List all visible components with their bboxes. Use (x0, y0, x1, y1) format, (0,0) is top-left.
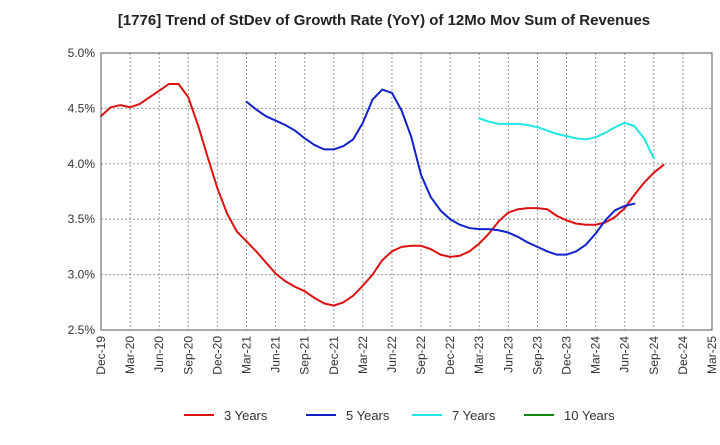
series-line-5-years (245, 88, 636, 256)
x-tick-label: Jun-21 (269, 336, 283, 373)
x-tick-label: Mar-20 (123, 336, 137, 374)
x-tick-label: Sep-24 (647, 336, 661, 375)
legend: 3 Years 5 Years 7 Years 10 Years (184, 408, 615, 423)
x-tick-label: Mar-25 (705, 336, 719, 374)
x-tick-label: Dec-20 (210, 336, 224, 375)
plot-frame (100, 52, 713, 331)
x-tick-label: Dec-19 (94, 336, 108, 375)
legend-label: 3 Years (224, 408, 268, 423)
y-tick-label: 4.5% (68, 101, 96, 115)
y-tick-label: 3.5% (68, 212, 96, 226)
series-line-7-years (478, 117, 655, 160)
legend-label: 10 Years (564, 408, 615, 423)
series-line-3-years (100, 83, 665, 307)
x-tick-label: Mar-22 (356, 336, 370, 374)
grid (101, 53, 712, 330)
y-tick-label: 5.0% (68, 46, 96, 60)
y-tick-label: 2.5% (68, 323, 96, 337)
x-tick-label: Dec-22 (443, 336, 457, 375)
x-tick-label: Dec-24 (676, 336, 690, 375)
x-tick-label: Mar-23 (472, 336, 486, 374)
x-tick-label: Jun-24 (618, 336, 632, 373)
legend-label: 5 Years (346, 408, 390, 423)
x-tick-label: Sep-21 (298, 336, 312, 375)
x-tick-label: Sep-23 (530, 336, 544, 375)
y-tick-label: 3.0% (68, 268, 96, 282)
axes: 2.5% 3.0% 3.5% 4.0% 4.5% 5.0% Dec-19 Mar-20 Jun-… (68, 46, 719, 375)
x-tick-label: Mar-21 (239, 336, 253, 374)
x-tick-label: Jun-22 (385, 336, 399, 373)
x-tick-label: Sep-22 (414, 336, 428, 375)
x-tick-label: Sep-20 (181, 336, 195, 375)
series-layer (100, 83, 665, 307)
x-tick-label: Dec-21 (327, 336, 341, 375)
legend-label: 7 Years (452, 408, 496, 423)
x-tick-label: Jun-20 (152, 336, 166, 373)
x-tick-label: Dec-23 (560, 336, 574, 375)
y-tick-label: 4.0% (68, 157, 96, 171)
x-tick-label: Mar-24 (589, 336, 603, 374)
chart-title: [1776] Trend of StDev of Growth Rate (Yo… (118, 12, 650, 29)
x-tick-label: Jun-23 (501, 336, 515, 373)
